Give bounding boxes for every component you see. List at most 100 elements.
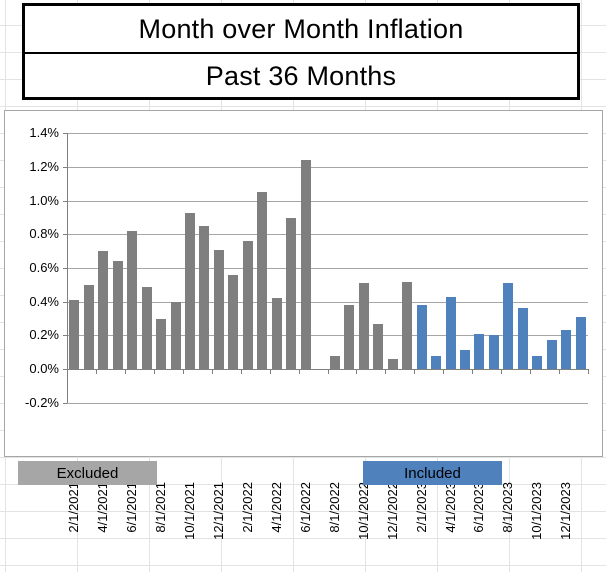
bar-10/1/2021 — [185, 212, 195, 369]
x-axis-tick — [211, 370, 213, 374]
bar-9/1/2021 — [170, 301, 181, 369]
bar-4/1/2021 — [98, 251, 109, 369]
x-axis-tick-label: 12/1/2023 — [558, 482, 574, 540]
x-axis-tick-label: 10/1/2023 — [529, 482, 545, 540]
bar-4/1/2022 — [271, 298, 282, 369]
y-axis-tick — [63, 133, 67, 135]
chart-title-cells[interactable]: Month over Month Inflation Past 36 Month… — [22, 3, 580, 100]
y-gridline — [67, 402, 588, 404]
bar-1/1/2024 — [575, 316, 586, 369]
bar-6/1/2022 — [300, 160, 311, 369]
x-axis-tick — [95, 370, 97, 374]
x-axis-tick-label: 2/1/2022 — [239, 482, 255, 533]
x-axis-tick-label: 8/1/2022 — [326, 482, 342, 533]
bar-8/1/2022 — [329, 355, 340, 369]
bar-12/1/2023 — [561, 330, 572, 369]
x-axis-tick — [182, 370, 184, 374]
x-axis-line — [67, 369, 589, 370]
y-axis-tick — [63, 402, 67, 404]
bar-2/1/2023 — [416, 305, 427, 369]
x-axis-tick — [327, 370, 329, 374]
x-axis-tick-label: 2/1/2023 — [413, 482, 429, 533]
inflation-bar-chart[interactable]: 1.4% 1.2% 1.0% 0.8% 0.6% 0.4% 0.2% 0.0% -0.2% 2/1… — [4, 110, 603, 540]
bar-6/1/2023 — [474, 333, 485, 369]
bar-12/1/2021 — [213, 249, 224, 369]
x-axis-tick-label: 6/1/2023 — [471, 482, 487, 533]
y-gridline — [67, 335, 588, 337]
x-axis-tick — [385, 370, 387, 374]
x-axis-tick-label: 2/1/2021 — [66, 482, 82, 533]
x-axis-tick-label: 12/1/2021 — [210, 482, 226, 540]
x-axis-tick-label: 10/1/2022 — [355, 482, 371, 540]
x-axis-tick-label: 8/1/2021 — [153, 482, 169, 533]
x-axis-tick — [124, 370, 126, 374]
bar-1/1/2023 — [402, 281, 413, 369]
bar-3/1/2021 — [83, 284, 94, 369]
y-axis-line — [67, 133, 68, 403]
bar-9/1/2023 — [517, 308, 528, 369]
bar-2/1/2021 — [69, 300, 80, 369]
bar-11/1/2021 — [199, 225, 210, 369]
bar-3/1/2022 — [257, 192, 268, 369]
y-axis-tick-label: 1.2% — [29, 159, 59, 175]
y-axis-tick — [63, 234, 67, 236]
x-axis-tick — [472, 370, 474, 374]
y-gridline — [67, 301, 588, 303]
x-axis-tick — [240, 370, 242, 374]
x-axis-tick — [588, 370, 589, 374]
y-axis-tick — [63, 335, 67, 337]
bar-6/1/2021 — [127, 231, 138, 369]
x-axis-tick — [501, 370, 503, 374]
y-gridline — [67, 133, 588, 135]
y-axis-tick-label: 1.0% — [29, 192, 59, 208]
y-gridline — [67, 167, 588, 169]
x-axis-tick — [67, 370, 68, 374]
x-axis-tick-label: 4/1/2021 — [95, 482, 111, 533]
y-gridline — [67, 234, 588, 236]
bar-5/1/2021 — [112, 261, 123, 369]
x-axis-tick — [356, 370, 358, 374]
chart-title-line2: Past 36 Months — [205, 61, 397, 91]
bar-5/1/2023 — [459, 350, 470, 369]
y-axis-tick — [63, 369, 67, 370]
legend-excluded-label: Excluded — [56, 464, 119, 482]
bar-11/1/2023 — [546, 340, 557, 369]
bar-1/1/2022 — [228, 274, 239, 369]
bar-11/1/2022 — [373, 323, 384, 369]
x-axis-tick — [153, 370, 155, 374]
legend-cell-excluded[interactable]: Excluded — [18, 461, 157, 485]
bar-2/1/2022 — [242, 241, 253, 369]
bar-10/1/2023 — [532, 355, 543, 369]
spreadsheet-canvas: { "title": { "line1": "Month over Month … — [0, 0, 606, 540]
y-gridline — [67, 268, 588, 270]
y-axis-tick — [63, 268, 67, 270]
x-axis-tick-label: 8/1/2023 — [500, 482, 516, 533]
y-axis-tick-label: 0.6% — [29, 260, 59, 276]
x-axis-tick — [559, 370, 561, 374]
bar-7/1/2023 — [488, 335, 499, 369]
bar-8/1/2023 — [503, 283, 514, 369]
x-axis-tick-label: 10/1/2021 — [182, 482, 197, 540]
x-axis-tick — [443, 370, 445, 374]
y-axis-tick-label: 1.4% — [29, 125, 59, 141]
x-axis-tick-label: 6/1/2021 — [124, 482, 140, 533]
x-axis-tick — [298, 370, 300, 374]
bar-9/1/2022 — [344, 305, 355, 369]
y-axis-tick-label: -0.2% — [25, 394, 59, 410]
y-axis-tick — [63, 200, 67, 202]
y-axis-tick-label: 0.8% — [29, 226, 59, 242]
y-gridline — [67, 200, 588, 202]
x-axis-tick-label: 6/1/2022 — [297, 482, 313, 533]
y-axis-tick-label: 0.0% — [29, 361, 59, 376]
x-axis-tick-label: 4/1/2023 — [442, 482, 458, 533]
x-axis-tick — [414, 370, 416, 374]
y-axis-tick — [63, 301, 67, 303]
x-axis-tick — [530, 370, 532, 374]
bar-3/1/2023 — [431, 355, 442, 369]
y-axis-tick-label: 0.2% — [29, 327, 59, 343]
legend-included-label: Included — [404, 464, 461, 482]
legend-cell-included[interactable]: Included — [363, 461, 502, 485]
bar-10/1/2022 — [358, 283, 369, 369]
bar-12/1/2022 — [387, 358, 398, 369]
bar-5/1/2022 — [286, 217, 297, 369]
